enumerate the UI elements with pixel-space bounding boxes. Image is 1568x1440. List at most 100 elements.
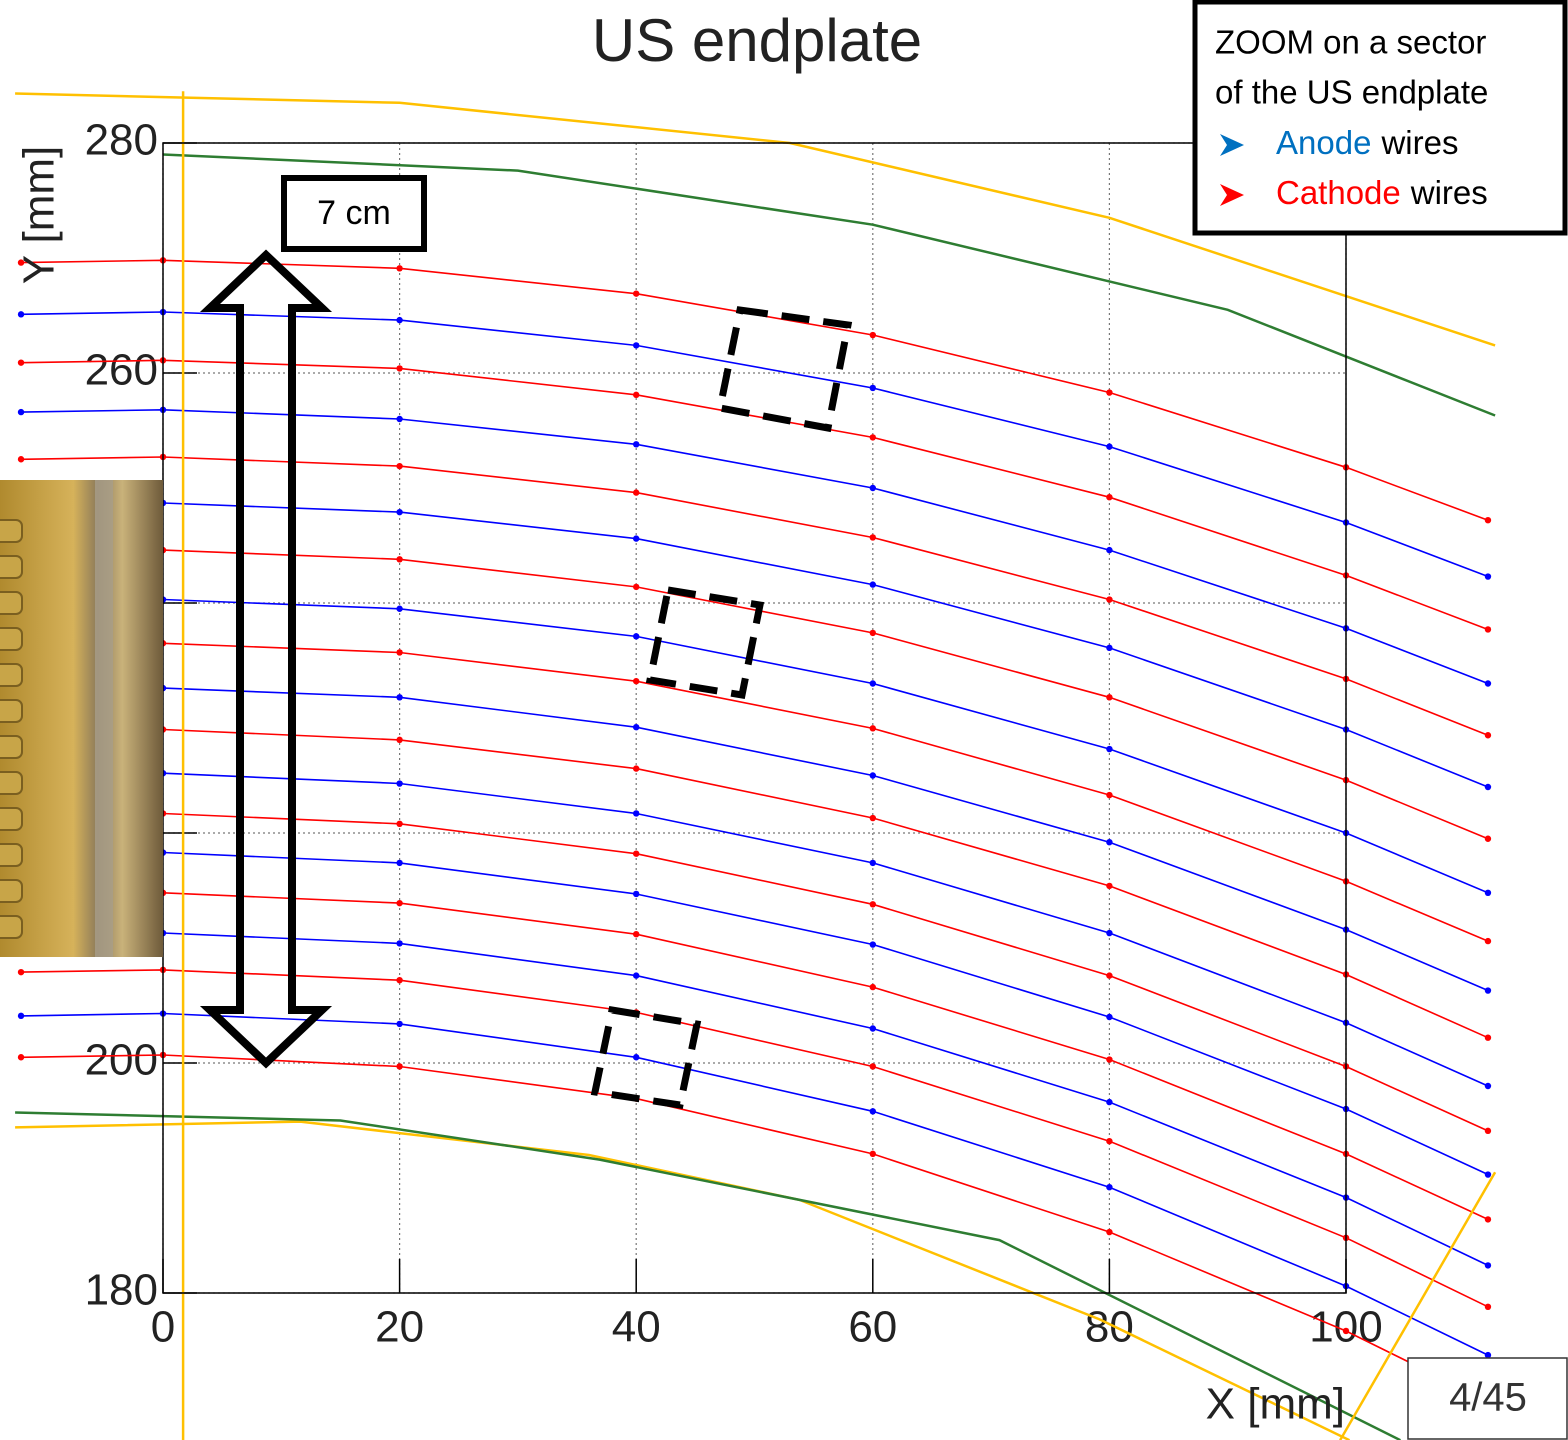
wire-point — [633, 535, 640, 542]
wire-point — [633, 391, 640, 399]
wire-point — [17, 259, 25, 266]
wire-point — [869, 983, 876, 991]
series-line — [20, 891, 1489, 1221]
wire-point — [1484, 987, 1492, 994]
wire-point — [1106, 694, 1113, 701]
wire-point — [633, 489, 640, 496]
legend-label: Anode — [1276, 124, 1371, 161]
wire-point — [1106, 1138, 1113, 1145]
series-line — [20, 502, 1489, 788]
wire-point — [396, 649, 403, 656]
wire-point — [396, 365, 403, 372]
wire-point — [396, 820, 403, 827]
wire-point — [17, 311, 25, 318]
wire-point — [869, 814, 876, 822]
series-line — [20, 642, 1489, 942]
wire-point — [633, 678, 640, 685]
wire-point — [396, 415, 403, 423]
wire-point — [396, 265, 403, 272]
x-axis-label: X [mm] — [1206, 1380, 1345, 1429]
wire-point — [869, 434, 876, 441]
wire-point — [1484, 573, 1492, 580]
wire-point — [1106, 1228, 1113, 1236]
series-line — [20, 687, 1489, 992]
zoom-square — [715, 306, 853, 433]
photo-pad — [0, 879, 23, 903]
x-tick-label: 80 — [1085, 1303, 1134, 1352]
series-line — [20, 359, 1489, 631]
wire-point — [17, 408, 25, 416]
wire-point — [869, 772, 876, 779]
photo — [0, 480, 163, 957]
y-tick-label: 180 — [85, 1266, 158, 1315]
series-line — [20, 456, 1489, 737]
photo-pad — [0, 843, 23, 867]
wire-point — [1106, 791, 1113, 799]
wire-point — [1484, 732, 1492, 739]
x-tick-label: 0 — [151, 1303, 175, 1352]
photo-pad — [0, 591, 23, 615]
zoom-square — [590, 1006, 702, 1109]
y-tick-label: 280 — [85, 116, 158, 165]
wire-point — [1342, 1327, 1350, 1335]
wire-point — [1484, 626, 1492, 633]
wire-point — [1106, 1184, 1113, 1191]
chart-title: US endplate — [592, 7, 922, 74]
series-line — [20, 598, 1489, 894]
wire-point — [396, 1063, 403, 1070]
wire-point — [396, 940, 403, 947]
wire-point — [633, 972, 640, 979]
wire-point — [633, 931, 640, 938]
series-line — [1339, 1171, 1497, 1440]
wire-point — [633, 633, 640, 640]
legend-bullet — [1220, 184, 1244, 206]
wire-point — [869, 901, 876, 908]
series-line — [20, 932, 1489, 1267]
wire-point — [1484, 783, 1492, 791]
wire-point — [1484, 1127, 1492, 1135]
wire-point — [869, 941, 876, 948]
wire-point — [1106, 745, 1113, 753]
wire-point — [1484, 517, 1492, 524]
scale-label: 7 cm — [317, 194, 391, 232]
y-tick-label: 260 — [85, 346, 158, 395]
wire-point — [1484, 1262, 1492, 1269]
wire-point — [1484, 835, 1492, 842]
legend-text: of the US endplate — [1215, 74, 1488, 111]
wire-point — [1484, 1171, 1492, 1178]
scale-box — [281, 175, 427, 252]
photo-pad — [0, 663, 23, 687]
series-line — [20, 772, 1489, 1087]
legend-label: Cathode — [1276, 174, 1401, 211]
wire-point — [1484, 1303, 1492, 1311]
wire-point — [17, 1054, 25, 1061]
wire-point — [869, 859, 876, 867]
series-line — [20, 549, 1489, 840]
wire-point — [1106, 494, 1113, 501]
wire-point — [1106, 443, 1113, 450]
wire-point — [396, 556, 403, 563]
wire-point — [396, 736, 403, 744]
photo-pad — [0, 735, 23, 759]
wire-point — [633, 890, 640, 898]
series-line — [20, 969, 1489, 1308]
wire-point — [633, 810, 640, 817]
wire-point — [1106, 1098, 1113, 1106]
wire-point — [869, 1063, 876, 1070]
wire-point — [1106, 972, 1113, 979]
page-number-box — [1407, 1357, 1568, 1440]
wire-point — [17, 456, 25, 463]
photo-bg — [0, 480, 163, 957]
wire-point — [633, 583, 640, 591]
wire-point — [869, 534, 876, 541]
series-line — [20, 311, 1489, 578]
x-tick-label: 60 — [848, 1303, 897, 1352]
wire-point — [633, 342, 640, 349]
wire-point — [396, 899, 403, 907]
wire-point — [633, 724, 640, 731]
wire-point — [1484, 1351, 1492, 1359]
series-line — [20, 728, 1489, 1039]
wire-point — [1484, 937, 1492, 945]
